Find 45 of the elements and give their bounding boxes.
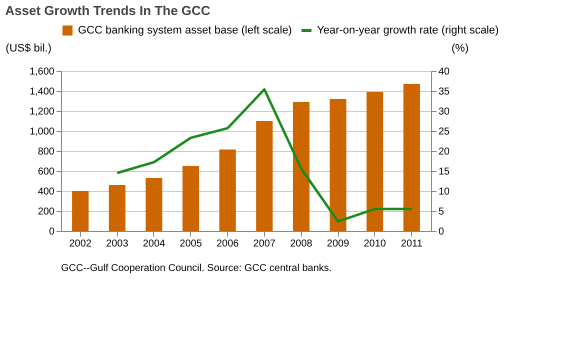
bar <box>108 185 126 231</box>
bar <box>72 191 89 231</box>
x-tick-label: 2010 <box>364 238 386 250</box>
bar <box>366 92 384 231</box>
y-tick-label: 200 <box>38 206 55 218</box>
y-tick-label: 400 <box>38 186 55 198</box>
x-tick-label: 2003 <box>106 238 129 250</box>
bar <box>182 166 200 231</box>
y2-tick-label: 35 <box>438 86 450 98</box>
y-axis-title: (US$ bil.) <box>6 42 52 54</box>
x-tick-label: 2008 <box>290 238 313 250</box>
y2-tick-label: 0 <box>438 226 444 238</box>
y-tick-label: 1,200 <box>29 106 55 118</box>
y-tick-label: 0 <box>48 226 55 238</box>
chart-title: Asset Growth Trends In The GCC <box>5 3 211 18</box>
y2-tick-label: 15 <box>438 166 450 178</box>
y2-tick-label: 10 <box>438 186 450 198</box>
x-tick-label: 2005 <box>180 238 202 250</box>
bar <box>256 121 273 231</box>
y2-tick-label: 25 <box>438 126 450 138</box>
line-series <box>116 88 413 223</box>
bar <box>292 102 310 231</box>
y-tick-label: 600 <box>38 166 55 178</box>
x-tick-label: 2004 <box>142 238 166 250</box>
x-tick-label: 2007 <box>253 238 276 250</box>
bar <box>403 84 420 231</box>
y-tick-label: 1,000 <box>29 126 55 138</box>
bar <box>330 99 346 231</box>
y-tick-label: 1,400 <box>29 86 55 98</box>
y-tick-label: 1,600 <box>29 66 55 78</box>
x-tick-label: 2002 <box>69 238 92 250</box>
y2-tick-label: 20 <box>438 146 450 158</box>
legend-label: Year-on-year growth rate (right scale) <box>317 24 499 36</box>
legend-label: GCC banking system asset base (left scale) <box>78 24 292 36</box>
x-tick-label: 2011 <box>400 238 423 250</box>
y-tick-label: 800 <box>38 146 55 158</box>
y2-tick-label: 30 <box>438 106 450 118</box>
text: GCC--Gulf Cooperation Council. Source: GCC central banks. <box>61 263 332 274</box>
x-tick-label: 2006 <box>216 238 240 250</box>
bar <box>146 178 162 231</box>
x-tick-label: 2009 <box>326 238 350 250</box>
y2-tick-label: 40 <box>438 66 450 78</box>
y2-tick-label: 5 <box>438 206 444 218</box>
y2-axis-title: (%) <box>452 42 469 54</box>
bar <box>219 150 236 231</box>
